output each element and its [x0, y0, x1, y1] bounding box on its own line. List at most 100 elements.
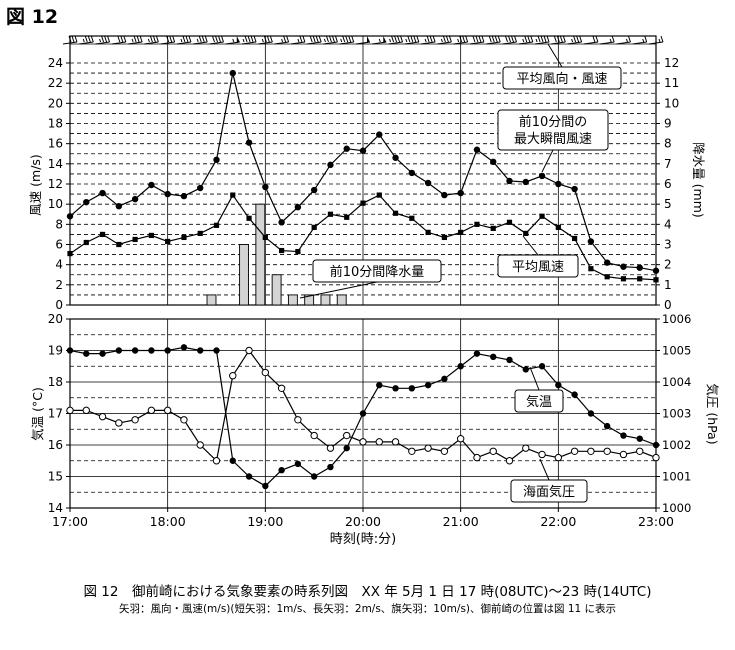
data-point [571, 185, 578, 193]
barb-long [410, 35, 414, 43]
y-tick-label: 22 [48, 76, 63, 90]
barb-short [340, 38, 343, 43]
data-point [587, 410, 595, 417]
data-point [116, 241, 122, 248]
barb-short [535, 38, 538, 43]
barb-long [133, 35, 137, 43]
y-axis-label: 風速 (m/s) [28, 154, 43, 216]
barb-long [546, 35, 550, 43]
wind-barb [307, 35, 322, 45]
data-point [197, 347, 204, 354]
barb-long [660, 35, 664, 43]
barb-long [84, 35, 88, 43]
data-point [506, 356, 513, 364]
data-point [67, 250, 73, 257]
barb-staff [437, 41, 452, 45]
data-point [603, 422, 611, 430]
y2-tick-label: 1001 [662, 470, 691, 484]
data-point [245, 473, 253, 480]
barb-long [627, 35, 631, 43]
y-tick-label: 14 [48, 157, 63, 171]
data-point [554, 453, 563, 462]
barb-long [505, 35, 508, 43]
barb-long [491, 35, 495, 43]
data-point [279, 247, 285, 254]
barb-long [562, 35, 566, 43]
data-point [164, 190, 171, 198]
barb-short [99, 38, 102, 43]
data-point [376, 192, 382, 198]
barb-long [488, 35, 492, 43]
barb-staff [290, 41, 305, 45]
barb-long [123, 35, 127, 43]
x-tick-label: 23:00 [638, 514, 674, 529]
wind-barb [437, 35, 452, 45]
data-point [196, 441, 204, 449]
x-tick-label: 17:00 [52, 514, 88, 529]
barb-staff [307, 41, 322, 45]
data-point [490, 353, 497, 360]
barb-staff [95, 41, 110, 45]
y-tick-label: 0 [55, 298, 63, 312]
y-tick-label: 18 [48, 117, 63, 131]
barb-short [424, 38, 427, 43]
barb-long [331, 35, 335, 43]
barb-short [147, 38, 150, 43]
data-point [311, 224, 317, 230]
y2-tick-label: 11 [664, 76, 679, 90]
barb-long [351, 35, 355, 43]
y2-tick-label: 12 [664, 56, 679, 70]
x-tick-label: 21:00 [443, 514, 479, 529]
y2-tick-label: 8 [664, 137, 672, 151]
barb-long [169, 35, 173, 43]
barb-long [511, 35, 514, 43]
data-point [620, 263, 627, 270]
barb-long [215, 35, 218, 43]
barb-long [553, 35, 557, 43]
data-point [441, 375, 448, 383]
barb-short [440, 38, 443, 43]
callout-text: 最大瞬間風速 [514, 132, 592, 147]
callout-box [312, 259, 442, 283]
wind-barb [502, 35, 517, 45]
data-point [620, 432, 627, 439]
annotation-mean-wind-dir: 平均風向・風速 [502, 43, 622, 90]
data-point [392, 154, 399, 161]
data-point [131, 416, 139, 424]
wind-barb [469, 35, 485, 45]
barb-staff [583, 41, 598, 45]
callout-text: 前10分間降水量 [330, 264, 425, 280]
barb-long [318, 35, 322, 43]
barb-short [378, 38, 381, 43]
y2-tick-label: 1006 [662, 312, 691, 326]
data-point [555, 224, 561, 230]
barb-long [286, 35, 290, 43]
data-point [246, 215, 252, 221]
barb-short [131, 38, 134, 43]
barb-long [198, 35, 202, 43]
data-point [165, 238, 171, 245]
barb-long [478, 35, 482, 43]
y2-tick-label: 5 [664, 197, 672, 211]
annotation-temperature: 気温 [514, 366, 564, 413]
data-point [180, 192, 188, 200]
precip-bar [206, 294, 217, 306]
barb-long [524, 35, 528, 43]
barb-long [579, 35, 583, 43]
y-tick-label: 20 [48, 96, 63, 110]
barb-short [281, 38, 284, 43]
data-point [571, 391, 578, 398]
data-point [327, 463, 334, 471]
data-point [620, 276, 627, 282]
data-point [197, 184, 204, 192]
data-point [83, 239, 89, 246]
barb-long [315, 35, 319, 43]
data-point [327, 161, 334, 169]
barb-staff [209, 41, 224, 45]
barb-long [559, 35, 563, 43]
data-point [490, 225, 496, 231]
x-tick-label: 22:00 [540, 514, 576, 529]
barb-long [250, 35, 254, 43]
data-point [213, 156, 220, 163]
